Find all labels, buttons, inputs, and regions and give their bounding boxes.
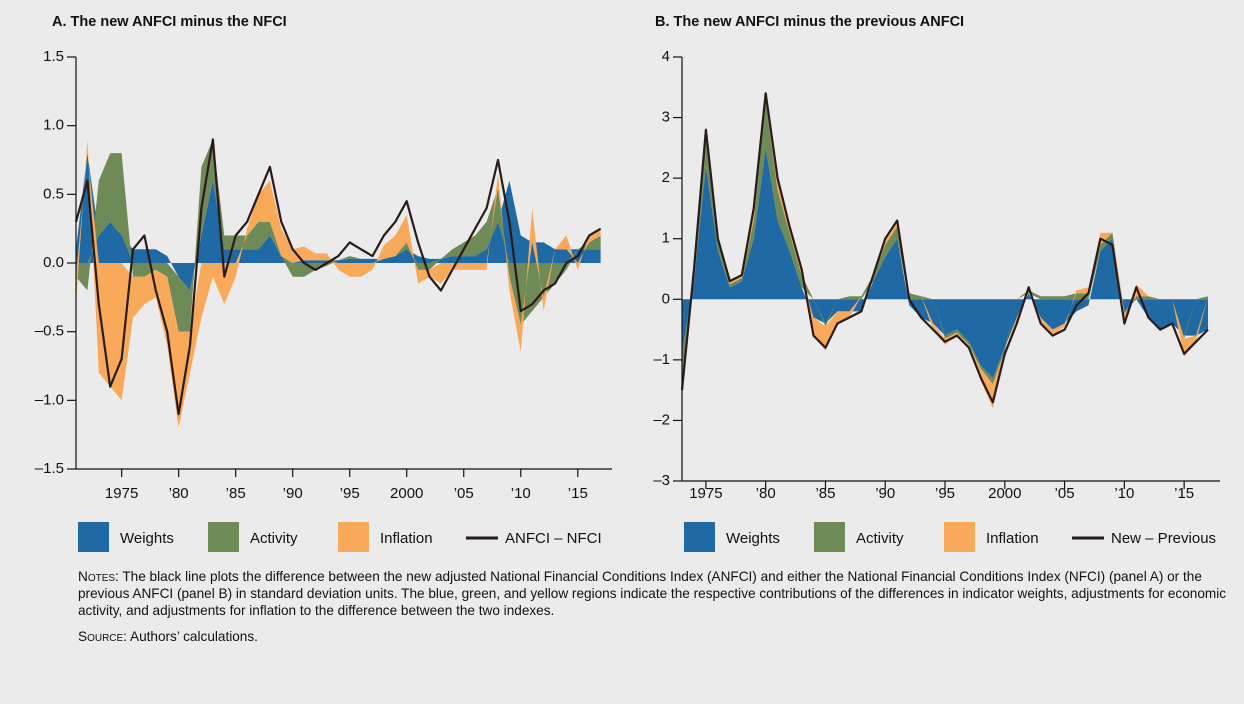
y-tick-label: 0.0 (43, 254, 64, 271)
legend-label: Activity (856, 530, 904, 547)
x-tick-label: ’95 (935, 485, 955, 502)
y-tick-label: –3 (653, 472, 670, 489)
legend-label: Activity (250, 530, 298, 547)
y-tick-label: –0.5 (35, 323, 64, 340)
y-tick-label: 3 (662, 109, 670, 126)
area-0 (76, 153, 601, 291)
source: Source: Authors’ calculations. (78, 628, 1228, 645)
notes-block: Notes: The black line plots the differen… (78, 568, 1228, 654)
legend-swatch (814, 522, 845, 552)
legend-label: Weights (726, 530, 780, 547)
line (680, 92, 1209, 404)
y-tick-label: 1 (662, 230, 670, 247)
legend-label: New – Previous (1111, 530, 1216, 547)
x-tick-label: ’15 (568, 485, 588, 502)
chart-title: A. The new ANFCI minus the NFCI (52, 14, 287, 30)
x-tick-label: ’95 (340, 485, 360, 502)
x-tick-label: ’90 (875, 485, 895, 502)
legend-swatch (684, 522, 715, 552)
source-text: Authors’ calculations. (130, 629, 258, 644)
notes-text: The black line plots the difference betw… (78, 569, 1227, 618)
x-tick-label: ’10 (1114, 485, 1134, 502)
notes-label: Notes: (78, 569, 119, 584)
charts: A. The new ANFCI minus the NFCI 1.5 1.0 0.5… (35, 14, 1220, 552)
x-tick-label: ’85 (226, 485, 246, 502)
x-tick-label: ’80 (756, 485, 776, 502)
y-tick-label: 1.5 (43, 48, 64, 65)
x-tick-label: ’05 (1055, 485, 1075, 502)
area-0 (682, 147, 1208, 378)
legend-label: Weights (120, 530, 174, 547)
x-tick-label: ’85 (815, 485, 835, 502)
legend-label: ANFCI – NFCI (505, 530, 602, 547)
y-tick-label: –1.0 (35, 391, 64, 408)
x-tick-label: ’90 (283, 485, 303, 502)
y-tick-label: 1.0 (43, 117, 64, 134)
x-tick-label: ’80 (169, 485, 189, 502)
x-tick-label: 2000 (988, 485, 1021, 502)
y-tick-label: –1 (653, 351, 670, 368)
x-tick-label: 1975 (105, 485, 138, 502)
x-tick-label: ’15 (1174, 485, 1194, 502)
notes: Notes: The black line plots the differen… (78, 568, 1228, 619)
legend-swatch (944, 522, 975, 552)
y-tick-label: 4 (662, 48, 670, 65)
legend-label: Inflation (380, 530, 433, 547)
legend-label: Inflation (986, 530, 1039, 547)
legend-swatch (338, 522, 369, 552)
line (74, 138, 602, 416)
x-tick-label: ’05 (454, 485, 474, 502)
area-1 (682, 99, 1208, 385)
area-1 (76, 139, 601, 332)
y-tick-label: –1.5 (35, 460, 64, 477)
legend-swatch (78, 522, 109, 552)
legend-swatch (208, 522, 239, 552)
x-tick-label: 1975 (689, 485, 722, 502)
x-tick-label: ’10 (511, 485, 531, 502)
y-tick-label: 0 (662, 290, 670, 307)
y-tick-label: 0.5 (43, 185, 64, 202)
chart-title: B. The new ANFCI minus the previous ANFC… (655, 14, 964, 30)
y-tick-label: 2 (662, 169, 670, 186)
y-tick-label: –2 (653, 411, 670, 428)
source-label: Source: (78, 629, 127, 644)
x-tick-label: 2000 (390, 485, 423, 502)
